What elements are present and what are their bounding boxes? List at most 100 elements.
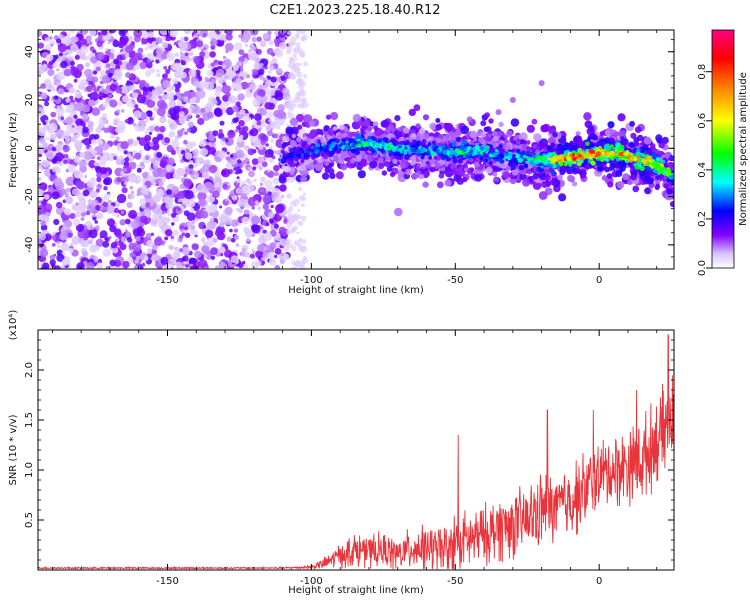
heatmap-cell — [294, 57, 298, 61]
heatmap-cell — [237, 159, 242, 164]
heatmap-cell — [276, 126, 280, 130]
heatmap-cell — [274, 196, 282, 204]
heatmap-cell — [608, 165, 615, 171]
heatmap-cell — [265, 143, 269, 147]
heatmap-cell — [484, 112, 491, 118]
heatmap-cell — [438, 159, 446, 166]
heatmap-cell — [282, 253, 290, 260]
heatmap-cell — [525, 140, 531, 145]
heatmap-cell — [125, 62, 134, 71]
heatmap-cell — [473, 137, 478, 142]
heatmap-cell — [198, 259, 208, 269]
heatmap-cell — [604, 130, 611, 136]
heatmap-cell — [116, 193, 127, 204]
heatmap-cell — [209, 51, 216, 58]
heatmap-cell — [297, 124, 303, 130]
heatmap-cell — [129, 251, 136, 258]
heatmap-cell — [210, 142, 216, 148]
heatmap-cell — [418, 127, 426, 135]
heatmap-cell — [224, 42, 234, 52]
heatmap-cell — [224, 59, 232, 68]
heatmap-cell — [168, 244, 174, 250]
heatmap-cell — [270, 76, 277, 83]
heatmap-cell — [177, 129, 184, 137]
heatmap-cell — [124, 119, 129, 124]
heatmap-cell — [181, 246, 190, 256]
heatmap-cell — [166, 189, 172, 195]
heatmap-cell — [157, 168, 167, 178]
heatmap-cell — [190, 225, 196, 230]
heatmap-cell — [238, 169, 243, 174]
heatmap-cell — [273, 150, 278, 155]
heatmap-cell — [258, 74, 264, 80]
heatmap-cell — [67, 33, 71, 37]
heatmap-cell — [86, 85, 93, 92]
heatmap-cell — [360, 151, 365, 156]
heatmap-cell — [104, 48, 108, 52]
heatmap-cell — [97, 139, 103, 146]
heatmap-cell — [377, 157, 384, 164]
heatmap-cell — [250, 43, 254, 47]
heatmap-cell — [273, 164, 280, 172]
heatmap-cell — [123, 150, 128, 155]
heatmap-cell — [212, 130, 219, 137]
heatmap-cell — [151, 94, 159, 102]
heatmap-cell — [55, 152, 65, 162]
heatmap-cell — [83, 150, 93, 160]
heatmap-cell — [194, 158, 200, 164]
heatmap-cell — [259, 108, 267, 116]
heatmap-cell — [284, 147, 289, 151]
heatmap-cell — [276, 109, 286, 120]
heatmap-cell — [60, 116, 64, 120]
heatmap-cell — [191, 96, 197, 102]
heatmap-cell — [265, 222, 270, 227]
heatmap-cell — [300, 215, 307, 222]
heatmap-cell — [362, 119, 371, 128]
heatmap-cell — [222, 55, 226, 60]
heatmap-cell — [42, 63, 47, 68]
heatmap-cell — [245, 230, 254, 238]
heatmap-cell — [124, 157, 130, 162]
heatmap-cell — [279, 184, 287, 192]
heatmap-cell — [161, 36, 166, 41]
heatmap-cell — [266, 130, 273, 136]
heatmap-cell — [49, 254, 56, 261]
heatmap-cell — [108, 236, 112, 240]
chart-title: C2E1.2023.225.18.40.R12 — [269, 3, 440, 18]
heatmap-cell — [107, 72, 113, 78]
heatmap-cell — [38, 204, 47, 215]
heatmap-cell — [632, 185, 640, 193]
heatmap-cell — [198, 80, 208, 90]
heatmap-cell — [302, 61, 308, 67]
heatmap-cell — [63, 153, 69, 160]
heatmap-cell — [296, 136, 302, 143]
heatmap-cell — [249, 134, 259, 144]
heatmap-cell — [225, 198, 229, 202]
heatmap-cell — [117, 125, 126, 133]
heatmap-cell — [221, 84, 231, 94]
heatmap-cell — [106, 63, 111, 68]
heatmap-cell — [543, 148, 548, 153]
heatmap-cell — [205, 229, 214, 238]
heatmap-cell — [342, 132, 348, 138]
heatmap-cell — [44, 101, 50, 107]
heatmap-cell — [61, 119, 66, 124]
heatmap-cell — [104, 237, 108, 241]
heatmap-cell — [83, 257, 87, 261]
heatmap-cell — [240, 192, 248, 200]
heatmap-cell — [444, 122, 454, 132]
heatmap-cell — [235, 243, 240, 247]
heatmap-cell — [286, 229, 292, 235]
heatmap-cell — [555, 146, 560, 151]
heatmap-cell — [145, 233, 152, 240]
heatmap-cell — [207, 111, 214, 119]
heatmap-cell — [88, 99, 96, 107]
heatmap-cell — [142, 184, 147, 189]
heatmap-cell — [56, 244, 61, 248]
heatmap-cell — [233, 228, 239, 233]
heatmap-cell — [338, 124, 345, 131]
heatmap-cell — [63, 68, 72, 77]
heatmap-cell — [257, 206, 262, 211]
heatmap-cell — [573, 136, 579, 143]
heatmap-cell — [193, 55, 201, 64]
